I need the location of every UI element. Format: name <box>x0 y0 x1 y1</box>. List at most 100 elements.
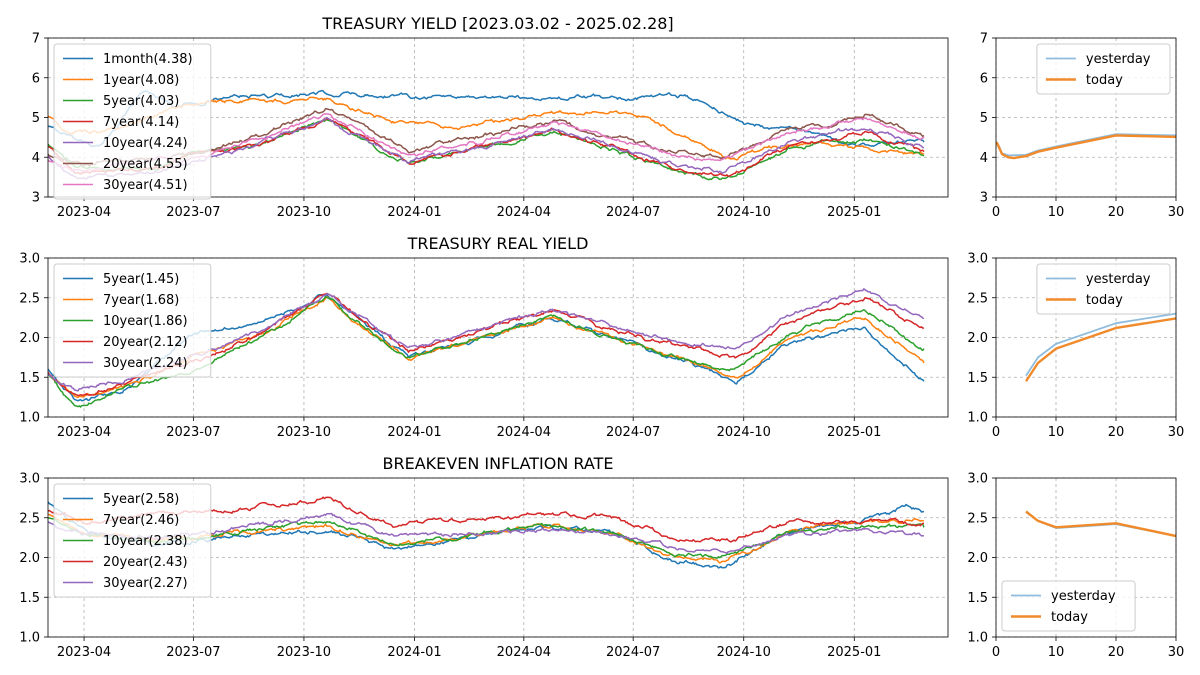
legend-box <box>1001 580 1136 632</box>
breakeven-title: BREAKEVEN INFLATION RATE <box>383 454 614 473</box>
x-tick-label: 0 <box>992 645 1000 660</box>
x-tick-label: 10 <box>1048 425 1065 440</box>
x-tick-label: 0 <box>992 205 1000 220</box>
legend-label: 10year(1.86) <box>103 314 188 329</box>
real-panel: 2023-04 2023-07 2023-10 2024-01 2024-04 2024-… <box>19 234 949 440</box>
x-tick-label: 30 <box>1168 645 1185 660</box>
x-tick-label: 2024-07 <box>606 205 660 220</box>
real_curve-axes-frame <box>995 257 1177 418</box>
legend-label: yesterday <box>1051 589 1116 604</box>
y-tick-label: 5 <box>32 111 40 126</box>
x-tick-label: 30 <box>1168 205 1185 220</box>
x-tick-label: 2023-10 <box>277 205 331 220</box>
breakeven_curve-series <box>1025 510 1176 538</box>
x-tick-label: 20 <box>1108 205 1125 220</box>
legend-label: 10year(2.38) <box>103 534 188 549</box>
y-tick-label: 2.5 <box>967 291 988 306</box>
real-title: TREASURY REAL YIELD <box>407 234 589 253</box>
x-tick-label: 2023-04 <box>57 425 111 440</box>
y-tick-label: 4 <box>32 151 40 166</box>
y-tick-label: 3.0 <box>967 252 988 267</box>
breakeven-legend: 5year(2.58) 7year(2.46) 10year(2.38) 20year… <box>53 483 212 598</box>
x-tick-label: 2024-10 <box>717 425 771 440</box>
legend-box <box>1036 43 1171 95</box>
legend-label: 20year(4.55) <box>103 157 188 172</box>
y-tick-label: 3 <box>980 191 988 206</box>
legend-label: 20year(2.12) <box>103 335 188 350</box>
y-tick-label: 1.5 <box>967 371 988 386</box>
y-tick-label: 1.0 <box>19 411 40 426</box>
nominal-title: TREASURY YIELD [2023.03.02 - 2025.02.28] <box>321 14 673 33</box>
real_curve-series <box>1024 312 1176 382</box>
nominal_curve-panel: 0 10 20 30 3 4 5 6 7 yesterday today <box>980 32 1185 221</box>
nominal_curve-axes-frame <box>995 37 1177 198</box>
x-tick-label: 2024-01 <box>387 645 441 660</box>
y-tick-label: 3.0 <box>19 252 40 267</box>
x-tick-label: 20 <box>1108 645 1125 660</box>
y-tick-label: 1.5 <box>967 591 988 606</box>
x-tick-label: 2024-04 <box>497 425 551 440</box>
legend-label: 30year(4.51) <box>103 178 188 193</box>
y-tick-label: 2.0 <box>19 331 40 346</box>
legend-label: 5year(2.58) <box>103 492 179 507</box>
y-tick-label: 3.0 <box>19 472 40 487</box>
x-tick-label: 2024-10 <box>717 205 771 220</box>
x-tick-label: 2023-04 <box>57 205 111 220</box>
y-tick-label: 7 <box>980 32 988 47</box>
nominal-panel: 2023-04 2023-07 2023-10 2024-01 2024-04 2024-… <box>32 14 949 220</box>
x-tick-label: 0 <box>992 425 1000 440</box>
legend-label: 20year(2.43) <box>103 555 188 570</box>
y-tick-label: 2.5 <box>967 511 988 526</box>
breakeven-axes-frame <box>47 477 949 638</box>
legend-label: 7year(1.68) <box>103 293 179 308</box>
x-tick-label: 2024-07 <box>606 425 660 440</box>
breakeven_curve-legend: yesterday today <box>1001 580 1136 632</box>
y-tick-label: 6 <box>32 71 40 86</box>
legend-label: yesterday <box>1086 52 1151 67</box>
nominal_curve-legend: yesterday today <box>1036 43 1171 95</box>
x-tick-label: 2023-04 <box>57 645 111 660</box>
x-tick-label: 2024-07 <box>606 645 660 660</box>
real-axes-frame <box>47 257 949 418</box>
y-tick-label: 2.0 <box>19 551 40 566</box>
breakeven_curve-axes-frame <box>995 477 1177 638</box>
x-tick-label: 30 <box>1168 425 1185 440</box>
real-grid: 2023-04 2023-07 2023-10 2024-01 2024-04 2024-… <box>19 252 948 440</box>
series-line-today <box>1024 317 1176 382</box>
legend-label: 5year(1.45) <box>103 272 179 287</box>
real_curve-panel: 0 10 20 30 1.0 1.5 2.0 2.5 3.0 yesterday today <box>967 252 1184 441</box>
x-tick-label: 10 <box>1048 645 1065 660</box>
y-tick-label: 3.0 <box>967 472 988 487</box>
legend-label: today <box>1086 293 1123 308</box>
x-tick-label: 2023-10 <box>277 645 331 660</box>
y-tick-label: 3 <box>32 191 40 206</box>
y-tick-label: 5 <box>980 111 988 126</box>
x-tick-label: 2024-04 <box>497 645 551 660</box>
y-tick-label: 7 <box>32 32 40 47</box>
nominal-axes-frame <box>47 37 949 198</box>
x-tick-label: 2023-07 <box>166 645 220 660</box>
nominal-legend: 1month(4.38) 1year(4.08) 5year(4.03) 7year(… <box>53 43 212 200</box>
legend-label: 10year(4.24) <box>103 136 188 151</box>
series-line-yesterday <box>1025 312 1176 377</box>
breakeven_curve-grid: 0 10 20 30 1.0 1.5 2.0 2.5 3.0 <box>967 472 1184 661</box>
legend-label: today <box>1086 73 1123 88</box>
x-tick-label: 20 <box>1108 425 1125 440</box>
x-tick-label: 2023-10 <box>277 425 331 440</box>
y-tick-label: 2.0 <box>967 331 988 346</box>
x-tick-label: 2024-10 <box>717 645 771 660</box>
y-tick-label: 2.0 <box>967 551 988 566</box>
x-tick-label: 2025-01 <box>827 645 881 660</box>
y-tick-label: 4 <box>980 151 988 166</box>
nominal_curve-series <box>996 133 1176 160</box>
y-tick-label: 1.5 <box>19 591 40 606</box>
legend-label: 30year(2.24) <box>103 356 188 371</box>
legend-label: 1month(4.38) <box>103 52 193 67</box>
x-tick-label: 2023-07 <box>166 425 220 440</box>
legend-label: 30year(2.27) <box>103 576 188 591</box>
legend-label: 7year(4.14) <box>103 115 179 130</box>
legend-box <box>1036 263 1171 315</box>
y-tick-label: 2.5 <box>19 291 40 306</box>
y-tick-label: 1.5 <box>19 371 40 386</box>
